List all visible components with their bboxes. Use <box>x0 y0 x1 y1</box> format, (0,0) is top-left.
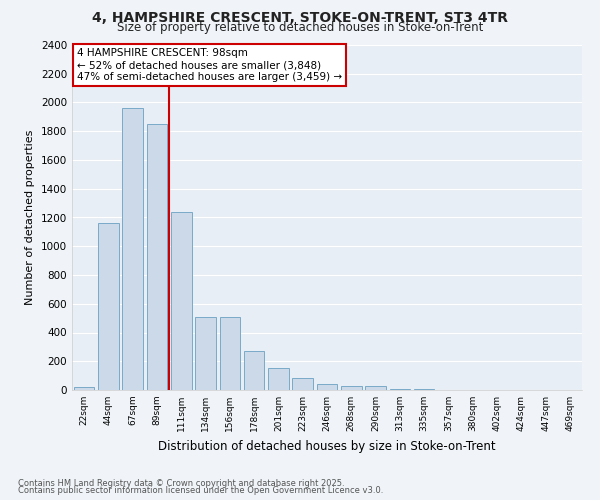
Text: Contains HM Land Registry data © Crown copyright and database right 2025.: Contains HM Land Registry data © Crown c… <box>18 478 344 488</box>
Bar <box>268 368 289 390</box>
Text: Contains public sector information licensed under the Open Government Licence v3: Contains public sector information licen… <box>18 486 383 495</box>
Bar <box>171 212 191 390</box>
Text: 4, HAMPSHIRE CRESCENT, STOKE-ON-TRENT, ST3 4TR: 4, HAMPSHIRE CRESCENT, STOKE-ON-TRENT, S… <box>92 11 508 25</box>
Bar <box>146 124 167 390</box>
Text: Size of property relative to detached houses in Stoke-on-Trent: Size of property relative to detached ho… <box>117 22 483 35</box>
Bar <box>317 384 337 390</box>
Bar <box>220 316 240 390</box>
Text: 4 HAMPSHIRE CRESCENT: 98sqm
← 52% of detached houses are smaller (3,848)
47% of : 4 HAMPSHIRE CRESCENT: 98sqm ← 52% of det… <box>77 48 342 82</box>
Bar <box>98 223 119 390</box>
Bar <box>74 387 94 390</box>
X-axis label: Distribution of detached houses by size in Stoke-on-Trent: Distribution of detached houses by size … <box>158 440 496 452</box>
Bar <box>365 386 386 390</box>
Y-axis label: Number of detached properties: Number of detached properties <box>25 130 35 305</box>
Bar <box>195 316 216 390</box>
Bar <box>341 386 362 390</box>
Bar <box>389 388 410 390</box>
Bar <box>122 108 143 390</box>
Bar <box>244 351 265 390</box>
Bar <box>292 378 313 390</box>
